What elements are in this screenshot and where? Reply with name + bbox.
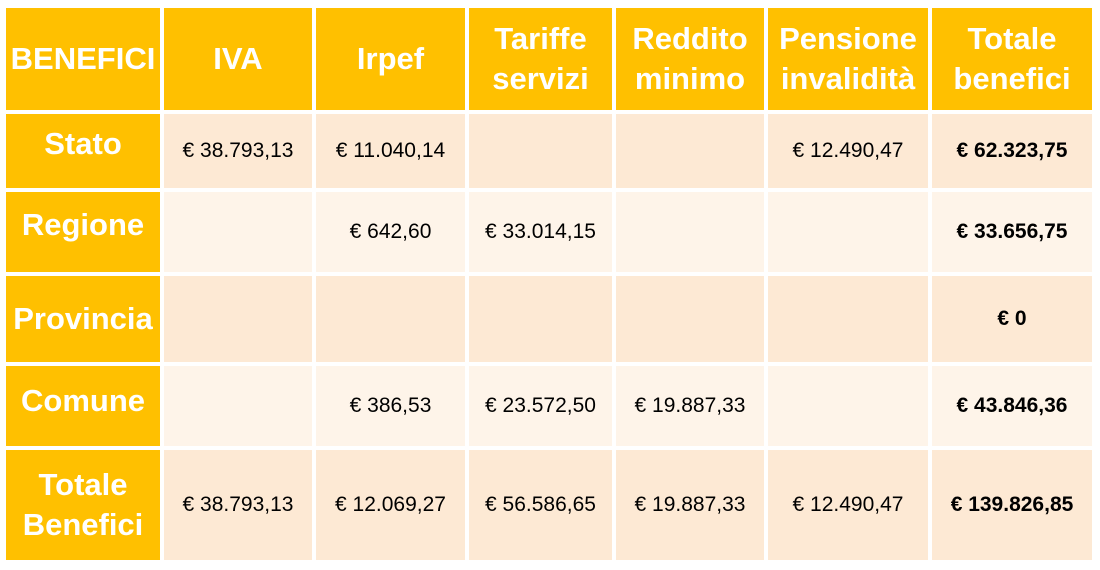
table-row-totale-benefici: Totale Benefici € 38.793,13 € 12.069,27 …	[6, 450, 1092, 560]
cell-totale-iva: € 38.793,13	[164, 450, 312, 560]
header-row: BENEFICI IVA Irpef Tariffe servizi Reddi…	[6, 8, 1092, 110]
row-header-regione: Regione	[6, 192, 160, 272]
cell-totale-tariffe-servizi: € 56.586,65	[469, 450, 612, 560]
cell-provincia-pensione-invalidita	[768, 276, 928, 362]
cell-stato-iva: € 38.793,13	[164, 114, 312, 188]
cell-provincia-reddito-minimo	[616, 276, 764, 362]
row-header-text: Provincia	[13, 301, 153, 337]
cell-totale-reddito-minimo: € 19.887,33	[616, 450, 764, 560]
benefits-table: BENEFICI IVA Irpef Tariffe servizi Reddi…	[2, 4, 1096, 564]
row-header-text-line-2: Benefici	[22, 507, 144, 542]
cell-regione-irpef: € 642,60	[316, 192, 465, 272]
cell-stato-tariffe-servizi	[469, 114, 612, 188]
header-text-line-2: servizi	[492, 61, 589, 96]
header-text-line-1: Totale	[967, 21, 1057, 57]
cell-totale-irpef: € 12.069,27	[316, 450, 465, 560]
header-cell-reddito-minimo: Reddito minimo	[616, 8, 764, 110]
row-header-text: Comune	[21, 383, 145, 419]
cell-comune-iva	[164, 366, 312, 446]
header-text: Irpef	[356, 41, 425, 77]
benefits-table-container: BENEFICI IVA Irpef Tariffe servizi Reddi…	[2, 4, 1096, 564]
cell-comune-tariffe-servizi: € 23.572,50	[469, 366, 612, 446]
header-text-line-1: Reddito	[632, 21, 748, 57]
header-text-line-2: benefici	[953, 61, 1071, 96]
header-cell-totale-benefici: Totale benefici	[932, 8, 1092, 110]
row-header-text: Stato	[44, 126, 122, 162]
header-text-line-1: Tariffe	[494, 21, 587, 57]
cell-stato-reddito-minimo	[616, 114, 764, 188]
header-text: IVA	[213, 41, 263, 77]
cell-provincia-iva	[164, 276, 312, 362]
cell-stato-totale: € 62.323,75	[932, 114, 1092, 188]
cell-comune-totale: € 43.846,36	[932, 366, 1092, 446]
row-header-provincia: Provincia	[6, 276, 160, 362]
cell-regione-totale: € 33.656,75	[932, 192, 1092, 272]
table-row-regione: Regione € 642,60 € 33.014,15 € 33.656,75	[6, 192, 1092, 272]
cell-totale-pensione-invalidita: € 12.490,47	[768, 450, 928, 560]
cell-comune-pensione-invalidita	[768, 366, 928, 446]
row-header-text-line-1: Totale	[38, 467, 128, 503]
header-cell-irpef: Irpef	[316, 8, 465, 110]
cell-provincia-tariffe-servizi	[469, 276, 612, 362]
header-cell-pensione-invalidita: Pensione invalidità	[768, 8, 928, 110]
header-text-line-1: Pensione	[779, 21, 917, 57]
table-row-provincia: Provincia € 0	[6, 276, 1092, 362]
row-header-comune: Comune	[6, 366, 160, 446]
table-row-comune: Comune € 386,53 € 23.572,50 € 19.887,33 …	[6, 366, 1092, 446]
cell-comune-irpef: € 386,53	[316, 366, 465, 446]
header-text-line-2: invalidità	[780, 61, 916, 96]
cell-stato-irpef: € 11.040,14	[316, 114, 465, 188]
cell-regione-tariffe-servizi: € 33.014,15	[469, 192, 612, 272]
table-row-stato: Stato € 38.793,13 € 11.040,14 € 12.490,4…	[6, 114, 1092, 188]
row-header-stato: Stato	[6, 114, 160, 188]
header-cell-iva: IVA	[164, 8, 312, 110]
cell-regione-reddito-minimo	[616, 192, 764, 272]
row-header-text: Regione	[21, 207, 145, 243]
row-header-totale-benefici: Totale Benefici	[6, 450, 160, 560]
header-cell-tariffe-servizi: Tariffe servizi	[469, 8, 612, 110]
cell-stato-pensione-invalidita: € 12.490,47	[768, 114, 928, 188]
cell-provincia-irpef	[316, 276, 465, 362]
cell-provincia-totale: € 0	[932, 276, 1092, 362]
header-cell-benefici: BENEFICI	[6, 8, 160, 110]
header-text: BENEFICI	[10, 41, 156, 77]
cell-regione-iva	[164, 192, 312, 272]
cell-totale-totale: € 139.826,85	[932, 450, 1092, 560]
cell-comune-reddito-minimo: € 19.887,33	[616, 366, 764, 446]
cell-regione-pensione-invalidita	[768, 192, 928, 272]
header-text-line-2: minimo	[634, 61, 746, 96]
